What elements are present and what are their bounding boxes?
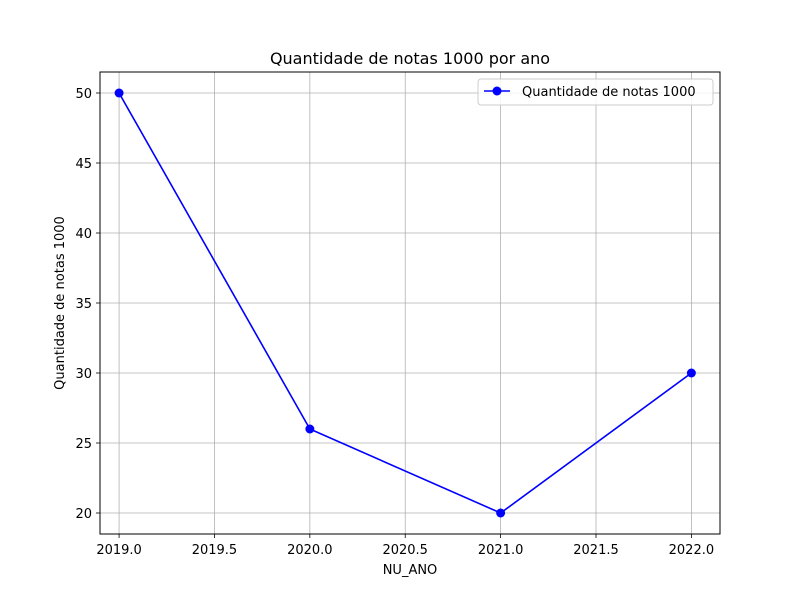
y-axis-title: Quantidade de notas 1000	[53, 216, 68, 390]
data-point	[114, 88, 124, 98]
x-axis: 2019.0 2019.5 2020.0 2020.5 2021.0 2021.5 2022…	[96, 534, 714, 558]
x-axis-title: NU_ANO	[383, 563, 438, 578]
x-tick-label: 2021.0	[478, 543, 524, 558]
series-line	[118, 92, 692, 514]
y-axis: 20 25 30 35 40 45 50	[75, 87, 100, 522]
chart-title: Quantidade de notas 1000 por ano	[270, 49, 550, 68]
legend-box	[477, 78, 714, 106]
grid-lines	[100, 72, 720, 534]
data-point	[686, 368, 696, 378]
y-tick-label: 50	[75, 87, 92, 102]
data-point	[496, 508, 506, 518]
x-tick-label: 2020.0	[287, 543, 333, 558]
data-point	[305, 424, 315, 434]
y-tick-label: 20	[75, 507, 92, 522]
y-tick-label: 40	[75, 227, 92, 242]
x-tick-label: 2020.5	[382, 543, 428, 558]
legend-marker-swatch	[492, 86, 502, 96]
x-tick-label: 2019.5	[192, 543, 238, 558]
y-tick-label: 25	[75, 437, 92, 452]
x-tick-label: 2022.0	[669, 543, 715, 558]
legend: Quantidade de notas 1000	[477, 78, 714, 106]
y-tick-label: 35	[75, 297, 92, 312]
x-tick-label: 2019.0	[96, 543, 142, 558]
y-tick-label: 45	[75, 157, 92, 172]
y-tick-label: 30	[75, 367, 92, 382]
x-tick-label: 2021.5	[573, 543, 619, 558]
series-layer	[114, 88, 696, 518]
legend-label: Quantidade de notas 1000	[522, 85, 696, 100]
